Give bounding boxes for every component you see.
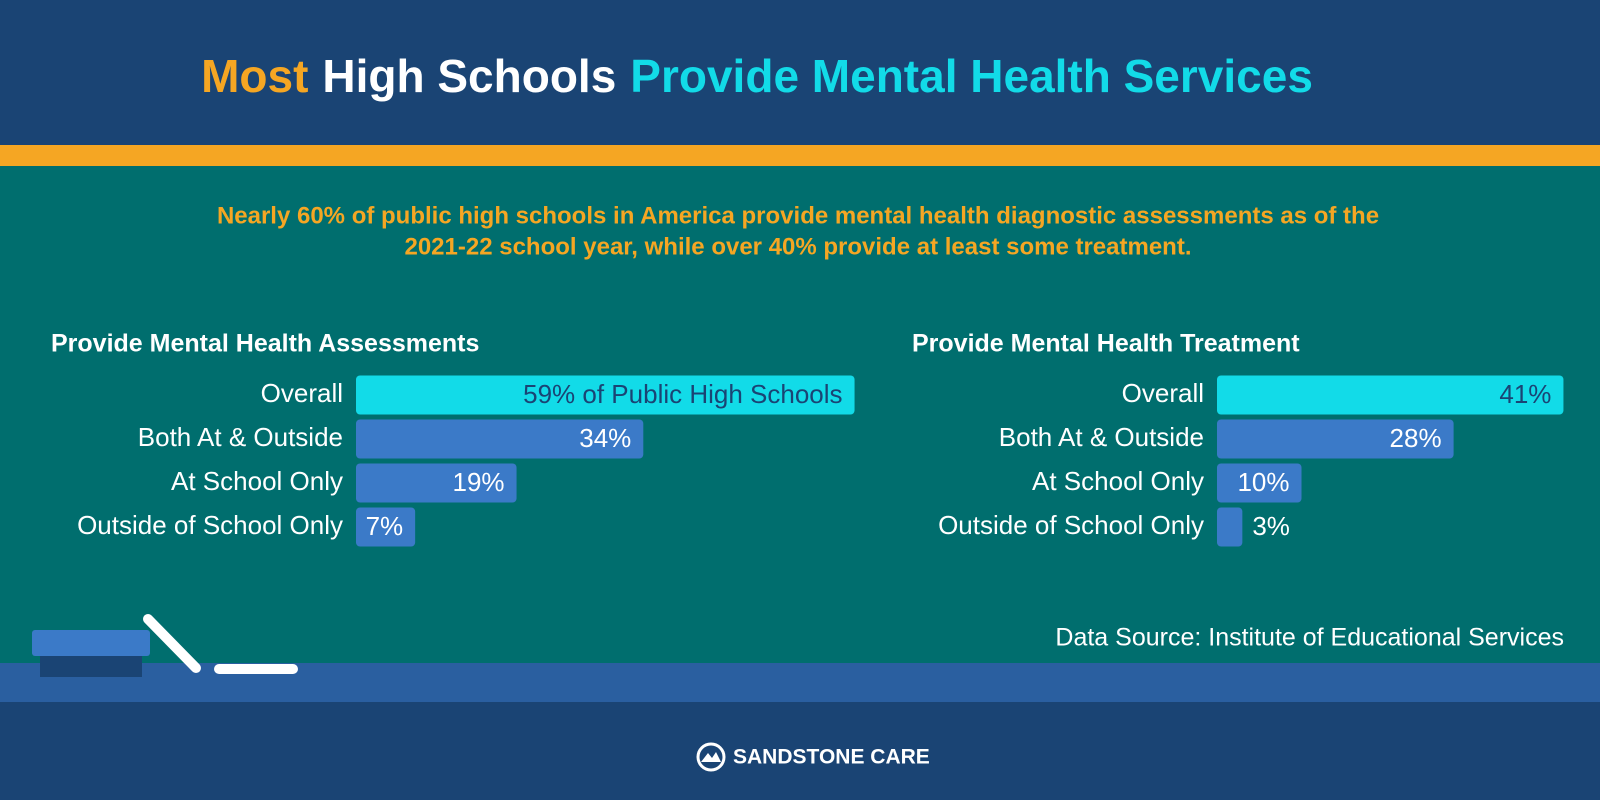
category-label: Both At & Outside xyxy=(999,422,1204,452)
category-label: Both At & Outside xyxy=(138,422,343,452)
desk-base xyxy=(40,656,142,677)
desk-top xyxy=(32,630,150,656)
brand-icon-mountain xyxy=(701,752,721,762)
header-band xyxy=(0,0,1600,145)
decoration xyxy=(32,614,298,677)
category-label: Overall xyxy=(1122,378,1204,408)
bar xyxy=(356,463,517,503)
bar xyxy=(1217,463,1302,503)
bar xyxy=(1217,375,1564,415)
brand: SANDSTONE CARE xyxy=(696,742,930,772)
value-label: 34% xyxy=(579,423,631,453)
bar xyxy=(356,419,644,459)
category-label: At School Only xyxy=(1032,466,1204,496)
brand-icon xyxy=(696,742,726,772)
value-label: 10% xyxy=(1237,467,1289,497)
category-label: At School Only xyxy=(171,466,343,496)
value-label: 28% xyxy=(1390,423,1442,453)
header-stripe xyxy=(0,145,1600,166)
footer-band xyxy=(0,702,1600,800)
title-part: Most xyxy=(201,50,308,102)
title-part: Provide Mental Health Services xyxy=(630,50,1313,102)
category-label: Outside of School Only xyxy=(77,510,343,540)
value-label: 59% of Public High Schools xyxy=(523,379,842,409)
subtitle-line: 2021-22 school year, while over 40% prov… xyxy=(404,233,1191,260)
source: Data Source: Institute of Educational Se… xyxy=(1055,624,1564,652)
value-label: 19% xyxy=(453,467,505,497)
bar xyxy=(1217,507,1243,547)
bar xyxy=(1217,419,1454,459)
brand-name: SANDSTONE CARE xyxy=(733,746,930,769)
title-part: High Schools xyxy=(322,50,616,102)
subtitle-line: Nearly 60% of public high schools in Ame… xyxy=(217,202,1379,229)
chart-title: Provide Mental Health Treatment xyxy=(912,330,1300,358)
bar xyxy=(356,375,855,415)
value-label: 3% xyxy=(1252,511,1290,541)
category-label: Outside of School Only xyxy=(938,510,1204,540)
bar xyxy=(356,507,416,547)
value-label: 7% xyxy=(366,511,404,541)
category-label: Overall xyxy=(261,378,343,408)
chart-title: Provide Mental Health Assessments xyxy=(51,330,479,358)
title: Most High Schools Provide Mental Health Se… xyxy=(201,50,1313,102)
decor-line xyxy=(143,614,201,673)
value-label: 41% xyxy=(1499,379,1551,409)
